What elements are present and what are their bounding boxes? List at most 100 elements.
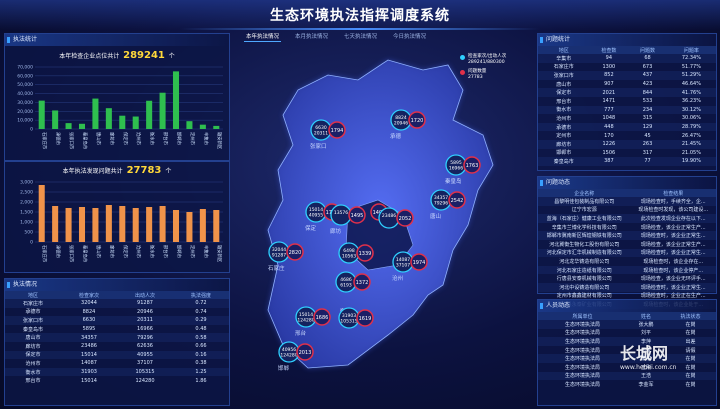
bar[interactable] bbox=[159, 92, 166, 129]
table-row[interactable]: 张家口市 6630 20311 0.29 bbox=[5, 316, 229, 325]
bar[interactable] bbox=[172, 210, 180, 242]
bar[interactable] bbox=[146, 207, 153, 242]
table-cell: 315 bbox=[642, 115, 653, 122]
table-cell: 2021 bbox=[589, 88, 629, 97]
table-row[interactable]: 衡水市 31903 105315 1.25 bbox=[5, 367, 229, 377]
bar[interactable] bbox=[65, 208, 72, 242]
table-cell: 李萍 bbox=[626, 337, 666, 346]
x-tick-label: 雄安新区 bbox=[216, 245, 223, 263]
bar[interactable] bbox=[146, 100, 153, 129]
table-row[interactable]: 沧州市 1048 315 30.06% bbox=[538, 114, 716, 123]
bar[interactable] bbox=[52, 110, 59, 129]
table-row[interactable]: 河北龙华铸造有限公司 现场检查时，该企业存在... bbox=[538, 257, 716, 266]
table-row[interactable]: 秦皇岛市 387 77 19.90% bbox=[538, 157, 716, 166]
table-row[interactable]: 秦皇岛市 5895 16966 0.48 bbox=[5, 325, 229, 334]
table-row[interactable]: 河北中设铸造有限公司 现场检查时，该企业正常生... bbox=[538, 282, 716, 292]
table-cell: 此次检查发现企业存在以下... bbox=[630, 214, 716, 223]
tab-today[interactable]: 今日执法情况 bbox=[393, 34, 427, 40]
bar[interactable] bbox=[38, 100, 45, 129]
table-row[interactable]: 昌黎明佳包装制品有限公司 现场检查时，手续齐全，企... bbox=[538, 197, 716, 206]
table-cell: 出差 bbox=[665, 337, 716, 346]
table-row[interactable]: 唐山市 34357 79296 0.58 bbox=[5, 333, 229, 342]
city-marker[interactable]: 23486 2052 bbox=[378, 207, 414, 229]
inspection-value: 14087 bbox=[396, 257, 410, 263]
table-row[interactable]: 保定市 2021 844 41.76% bbox=[538, 88, 716, 97]
table-cell: 777 bbox=[589, 105, 629, 115]
table-row[interactable]: 廊坊市 1226 263 21.45% bbox=[538, 139, 716, 149]
table-row[interactable]: 邢台市 1471 533 36.23% bbox=[538, 97, 716, 106]
bar[interactable] bbox=[132, 208, 139, 242]
table-row[interactable]: 辛集市兰博化学科技有限公司 现场检查，该企业正常生产... bbox=[538, 223, 716, 232]
bar[interactable] bbox=[38, 185, 45, 242]
table-row[interactable]: 张家口市 852 437 51.29% bbox=[538, 71, 716, 80]
table-row[interactable]: 廊坊市 23486 62636 0.66 bbox=[5, 342, 229, 351]
bar[interactable] bbox=[199, 124, 206, 129]
table-row[interactable]: 邯郸市冀南新区辉煌钢铁有限公司 现场检查时，该企业正常生... bbox=[538, 231, 716, 240]
bar[interactable] bbox=[199, 209, 206, 242]
table-row[interactable]: 生态环境执法局 王浩 在岗 bbox=[538, 371, 716, 381]
bar[interactable] bbox=[186, 121, 193, 129]
table-row[interactable]: 生态环境执法局 李东 在岗 bbox=[538, 354, 716, 363]
table-row[interactable]: 沧州市 14087 37107 0.38 bbox=[5, 359, 229, 368]
bar[interactable] bbox=[65, 123, 72, 129]
bar[interactable] bbox=[105, 205, 112, 242]
inspection-value: 34357 bbox=[434, 195, 448, 201]
staff-table: 所属单位 姓名 执法状态 生态环境执法局 张大鹏 在岗 生态环境执法局 刘平 在岗 生态环境执法… bbox=[538, 312, 716, 389]
table-row[interactable]: 生态环境执法局 张大鹏 在岗 bbox=[538, 320, 716, 329]
tab-this-year[interactable]: 本年执法情况 bbox=[244, 31, 282, 42]
bar[interactable] bbox=[92, 208, 99, 242]
bar[interactable] bbox=[159, 206, 166, 242]
table-row[interactable]: 生态环境执法局 王刚 在岗 bbox=[538, 363, 716, 372]
table-row[interactable]: 石家庄市 1300 673 51.77% bbox=[538, 63, 716, 72]
table-row[interactable]: 生态环境执法局 刘平 在岗 bbox=[538, 329, 716, 338]
table-row[interactable]: 生态环境执法局 李金军 在岗 bbox=[538, 380, 716, 389]
table-row[interactable]: 保定市 15014 40955 0.16 bbox=[5, 350, 229, 360]
city-marker[interactable]: 廊坊 13576 1495 bbox=[330, 204, 366, 235]
table-row[interactable]: 邢台市 15014 124280 1.86 bbox=[5, 376, 229, 385]
table-row[interactable]: 衡水市 777 234 30.12% bbox=[538, 105, 716, 115]
issue-value: 2542 bbox=[451, 198, 464, 204]
table-row[interactable]: 蓝海（石家庄）健康工业有限公司 此次检查发现企业存在以下... bbox=[538, 214, 716, 223]
bar[interactable] bbox=[213, 125, 220, 129]
bar[interactable] bbox=[105, 108, 112, 129]
table-row[interactable]: 唐山市 907 423 46.64% bbox=[538, 80, 716, 89]
bar[interactable] bbox=[78, 207, 86, 242]
bar[interactable] bbox=[119, 206, 126, 242]
table-row[interactable]: 石家庄市 32044 91287 0.72 bbox=[5, 299, 229, 308]
tab-this-month[interactable]: 本月执法情况 bbox=[295, 34, 329, 40]
legend-label: 问题数量 bbox=[468, 69, 487, 74]
bar[interactable] bbox=[132, 116, 139, 129]
table-row[interactable]: 辽宁市宏源 现场检查时发现，该公司建设... bbox=[538, 206, 716, 215]
bar[interactable] bbox=[119, 115, 126, 129]
table-row[interactable]: 承德市 448 129 28.79% bbox=[538, 122, 716, 132]
bar[interactable] bbox=[186, 212, 193, 242]
table-row[interactable]: 河北冀衡生物化工股份有限公司 现场检查，该企业正常生产... bbox=[538, 240, 716, 249]
bar[interactable] bbox=[92, 98, 99, 129]
table-row[interactable]: 定州市鑫鑫建材有限公司 现场检查时，企业正在生产... bbox=[538, 292, 716, 301]
table-row[interactable]: 定州市 170 45 26.47% bbox=[538, 131, 716, 140]
bar[interactable] bbox=[213, 210, 220, 242]
table-row[interactable]: 邯郸市 1506 317 21.05% bbox=[538, 149, 716, 158]
table-row[interactable]: 河北石家庄造纸有限公司 现场检查时，该企业停产... bbox=[538, 265, 716, 275]
bar[interactable] bbox=[78, 123, 86, 129]
tab-seven-days[interactable]: 七天执法情况 bbox=[344, 34, 378, 40]
bar[interactable] bbox=[52, 206, 59, 242]
bar[interactable] bbox=[172, 71, 180, 129]
table-row[interactable]: 生态环境执法局 周永 请假 bbox=[538, 346, 716, 355]
table-row[interactable]: 生态环境执法局 李萍 出差 bbox=[538, 337, 716, 346]
table-row[interactable]: 行唐县安泰机械有限公司 现场检查，该企业无环评手... bbox=[538, 274, 716, 283]
table-row[interactable]: 河北保定市汇华机械制造有限公司 现场检查时，该企业正常生... bbox=[538, 248, 716, 258]
table-row[interactable]: 辛集市 94 68 72.34% bbox=[538, 54, 716, 63]
table-row[interactable]: 承德市 8824 20946 0.74 bbox=[5, 308, 229, 317]
